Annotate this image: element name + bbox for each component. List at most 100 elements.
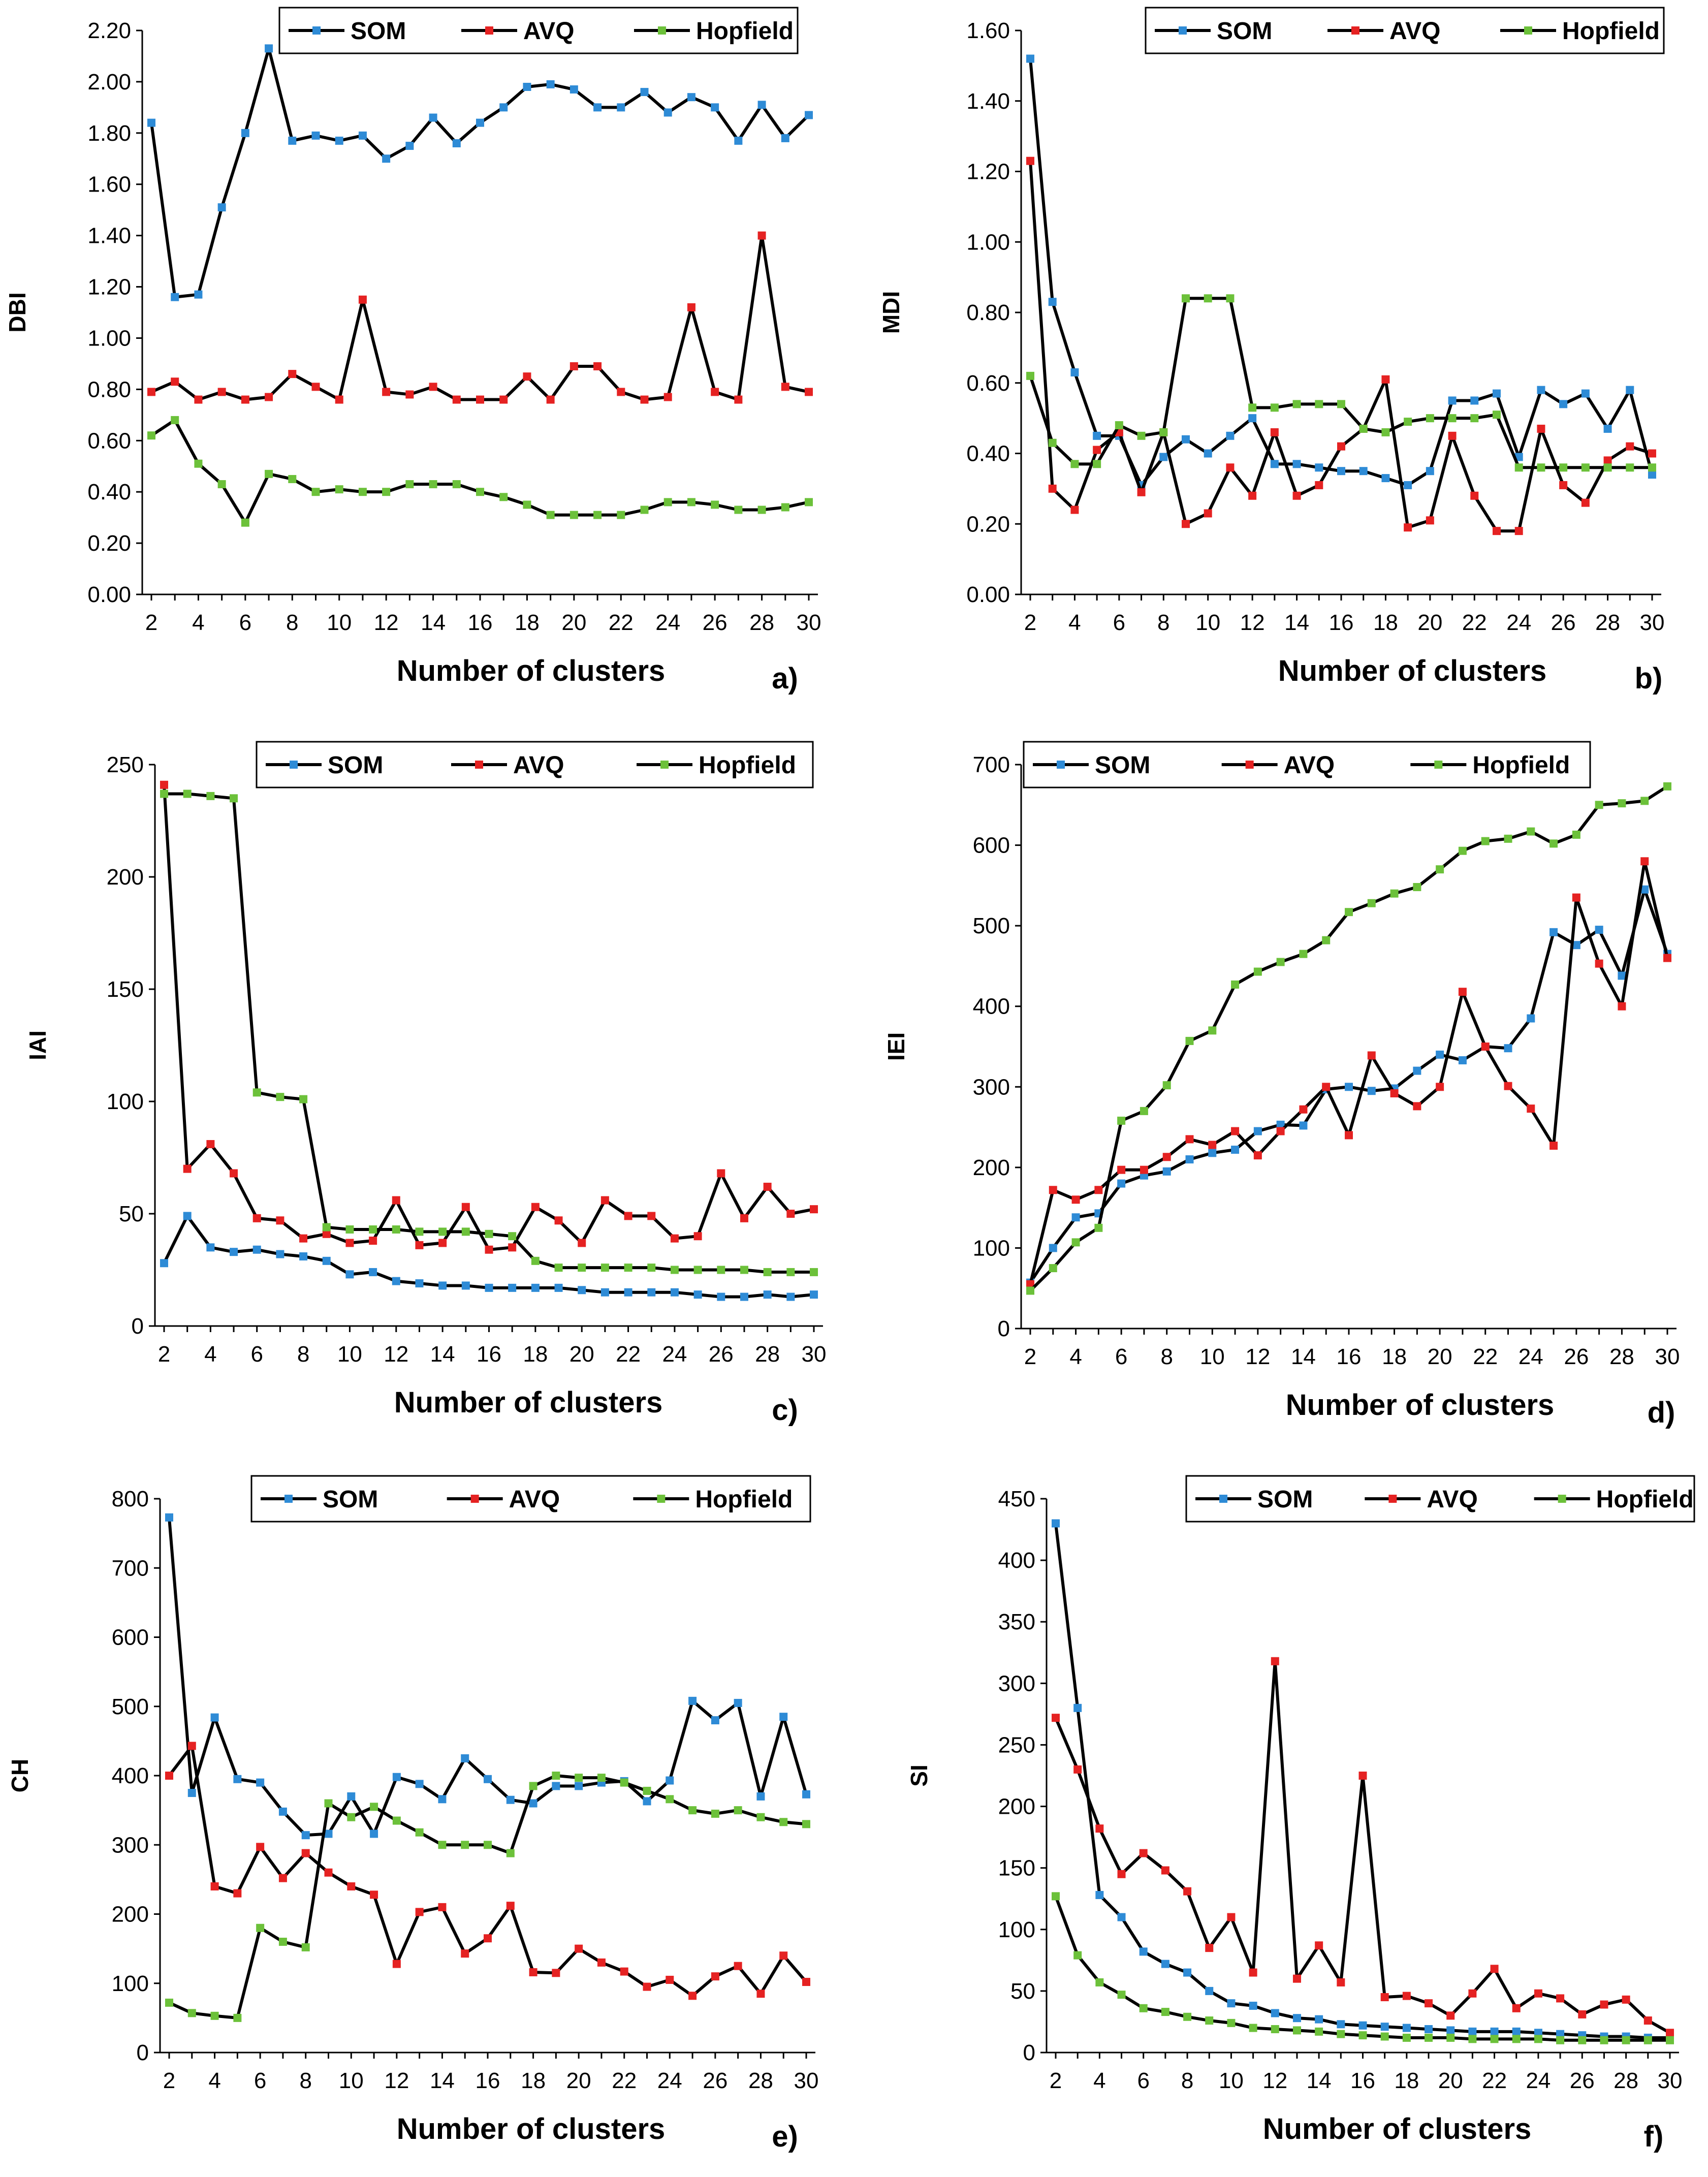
data-point-avq	[1117, 1165, 1126, 1174]
data-point-avq	[1381, 375, 1390, 384]
data-point-hopfield	[485, 1229, 493, 1238]
x-tick-label: 8	[1181, 2068, 1193, 2093]
data-point-hopfield	[165, 1998, 173, 2007]
x-tick-label: 30	[1658, 2068, 1683, 2093]
data-point-avq	[369, 1237, 377, 1245]
data-point-som	[484, 1775, 492, 1783]
data-point-avq	[1026, 1280, 1034, 1288]
data-point-hopfield	[1026, 371, 1034, 380]
data-point-avq	[1490, 1965, 1499, 1973]
data-point-avq	[1537, 424, 1545, 433]
data-point-som	[1581, 389, 1590, 398]
data-point-som	[206, 1243, 215, 1252]
x-tick-label: 14	[421, 610, 446, 635]
x-tick-label: 28	[1614, 2068, 1638, 2093]
legend-box	[256, 741, 814, 788]
data-point-som	[1425, 2025, 1433, 2033]
data-point-avq	[1026, 156, 1034, 165]
data-point-hopfield	[1159, 428, 1168, 436]
data-point-hopfield	[779, 1818, 788, 1826]
x-tick-label: 16	[1329, 610, 1354, 635]
data-point-som	[1380, 2023, 1389, 2031]
data-point-som	[688, 1696, 697, 1705]
data-point-avq	[299, 1234, 308, 1243]
x-tick-label: 12	[1262, 2068, 1287, 2093]
legend-label-avq: AVQ	[1427, 1486, 1477, 1513]
x-tick-label: 28	[748, 2068, 773, 2093]
data-point-hopfield	[1315, 400, 1323, 408]
data-point-hopfield	[688, 1806, 697, 1815]
data-point-avq	[786, 1210, 795, 1218]
data-point-hopfield	[802, 1820, 810, 1828]
data-point-avq	[1161, 1866, 1169, 1875]
legend-swatch-marker	[1179, 26, 1187, 35]
data-point-avq	[278, 1874, 287, 1882]
legend-label-hopfield: Hopfield	[1472, 752, 1570, 779]
data-point-avq	[717, 1169, 725, 1178]
data-point-avq	[810, 1205, 818, 1214]
data-point-avq	[1270, 428, 1279, 436]
data-point-avq	[1071, 1195, 1080, 1204]
data-point-hopfield	[1436, 865, 1444, 874]
y-tick-label: 1.40	[87, 224, 131, 248]
data-point-som	[1358, 2021, 1367, 2030]
data-point-som	[1205, 1986, 1214, 1995]
data-point-avq	[1446, 2011, 1455, 2020]
legend-label-hopfield: Hopfield	[695, 1486, 793, 1513]
series-line-avq	[163, 784, 814, 1251]
data-point-hopfield	[1367, 899, 1376, 907]
data-point-hopfield	[1404, 418, 1412, 426]
chart-panel-a: 0.00 0.20 0.40 0.60 0.80 1.00 1.20 1.40 1.60 1.80…	[4, 7, 821, 695]
x-tick-label: 16	[1337, 1344, 1362, 1369]
data-point-hopfield	[210, 2011, 219, 2020]
data-point-avq	[1559, 481, 1568, 489]
data-point-avq	[508, 1243, 517, 1252]
data-point-avq	[1345, 1131, 1353, 1140]
data-point-avq	[1227, 1913, 1236, 1921]
data-point-avq	[358, 295, 367, 304]
y-tick-label: 400	[112, 1763, 149, 1788]
data-point-hopfield	[711, 500, 719, 509]
y-tick-label: 0.60	[87, 428, 131, 453]
y-tick-label: 0.80	[966, 300, 1010, 325]
data-point-som	[1493, 389, 1501, 398]
data-point-avq	[1514, 527, 1523, 535]
data-point-hopfield	[1481, 837, 1490, 845]
data-point-som	[358, 131, 367, 140]
data-point-hopfield	[1381, 428, 1390, 436]
data-point-avq	[763, 1182, 772, 1191]
data-point-avq	[233, 1889, 242, 1898]
legend: SOM AVQ Hopfield	[1023, 741, 1591, 788]
y-axis-label: SI	[906, 1764, 932, 1786]
legend-swatch-marker	[658, 26, 666, 35]
data-point-avq	[779, 1951, 788, 1960]
data-point-som	[1337, 2020, 1345, 2029]
data-point-hopfield	[781, 503, 789, 512]
x-tick-label: 10	[327, 610, 352, 635]
x-tick-label: 8	[297, 1342, 309, 1367]
x-tick-label: 8	[1157, 610, 1169, 635]
data-point-som	[299, 1252, 308, 1260]
data-point-avq	[171, 377, 179, 386]
data-point-avq	[476, 395, 484, 404]
data-point-avq	[506, 1902, 515, 1910]
data-point-hopfield	[1162, 1081, 1171, 1090]
data-point-som	[624, 1288, 632, 1297]
x-tick-label: 16	[476, 2068, 500, 2093]
x-axis-label: Number of clusters	[397, 2112, 666, 2146]
y-tick-label: 1.60	[87, 172, 131, 197]
data-point-hopfield	[1026, 1286, 1034, 1295]
data-point-avq	[1253, 1151, 1262, 1160]
x-tick-label: 16	[468, 610, 493, 635]
data-point-hopfield	[1248, 403, 1257, 412]
y-tick-label: 200	[973, 1155, 1010, 1180]
data-point-hopfield	[369, 1225, 377, 1234]
data-point-som	[1527, 1014, 1535, 1023]
data-point-som	[1248, 414, 1257, 423]
data-point-hopfield	[1071, 1238, 1080, 1247]
legend-swatch-marker	[1219, 1495, 1227, 1503]
data-point-hopfield	[1425, 2033, 1433, 2042]
data-point-hopfield	[429, 480, 437, 489]
data-point-som	[575, 1782, 583, 1790]
